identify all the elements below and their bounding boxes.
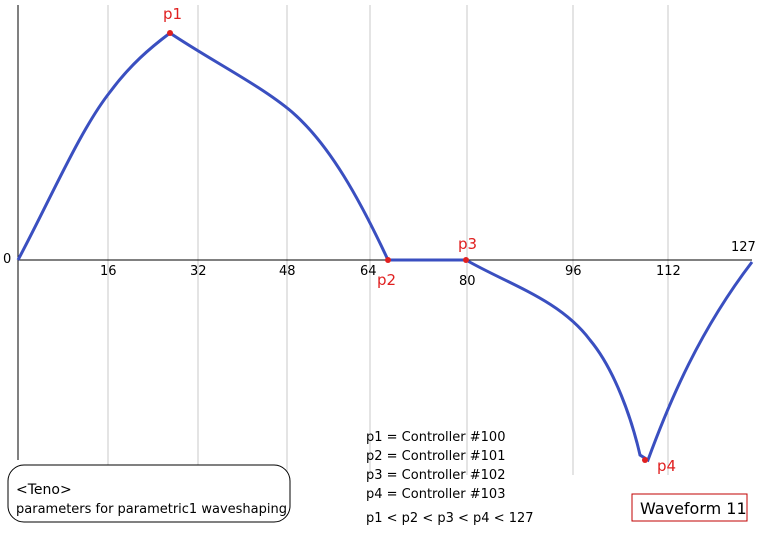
- info-text: parameters for parametric1 waveshaping: [16, 502, 287, 517]
- note: p2 = Controller #101: [366, 449, 505, 464]
- point: [642, 457, 648, 463]
- badge: Waveform 11: [640, 499, 747, 518]
- tick-labels: 0 16 32 48 64 80 96 112 127: [3, 240, 756, 289]
- points: p1 p2 p3 p4: [163, 5, 676, 475]
- waveform-curve: [16, 31, 754, 463]
- badge-box: [631, 493, 748, 522]
- tick-label: 80: [459, 274, 476, 289]
- tick-label: 32: [190, 264, 207, 279]
- tick-label: 48: [279, 264, 296, 279]
- tick-label: 127: [731, 240, 756, 255]
- note: p1 = Controller #100: [366, 430, 505, 445]
- tick-label: 64: [360, 264, 377, 279]
- tick-label: 96: [565, 264, 582, 279]
- tick-label: 16: [100, 264, 117, 279]
- info-title: <Teno>: [16, 482, 72, 498]
- tick-label: 112: [656, 264, 681, 279]
- info-box: [7, 464, 291, 523]
- point: [167, 30, 173, 36]
- point: [385, 257, 391, 263]
- point-label: p3: [458, 235, 477, 253]
- point-label: p4: [657, 457, 676, 475]
- note: p3 = Controller #102: [366, 468, 505, 483]
- point: [463, 257, 469, 263]
- point-label: p1: [163, 5, 182, 23]
- note: p4 = Controller #103: [366, 487, 505, 502]
- point-label: p2: [377, 271, 396, 289]
- grid: [107, 5, 669, 475]
- note: p1 < p2 < p3 < p4 < 127: [366, 511, 534, 526]
- tick-label: 0: [3, 252, 11, 267]
